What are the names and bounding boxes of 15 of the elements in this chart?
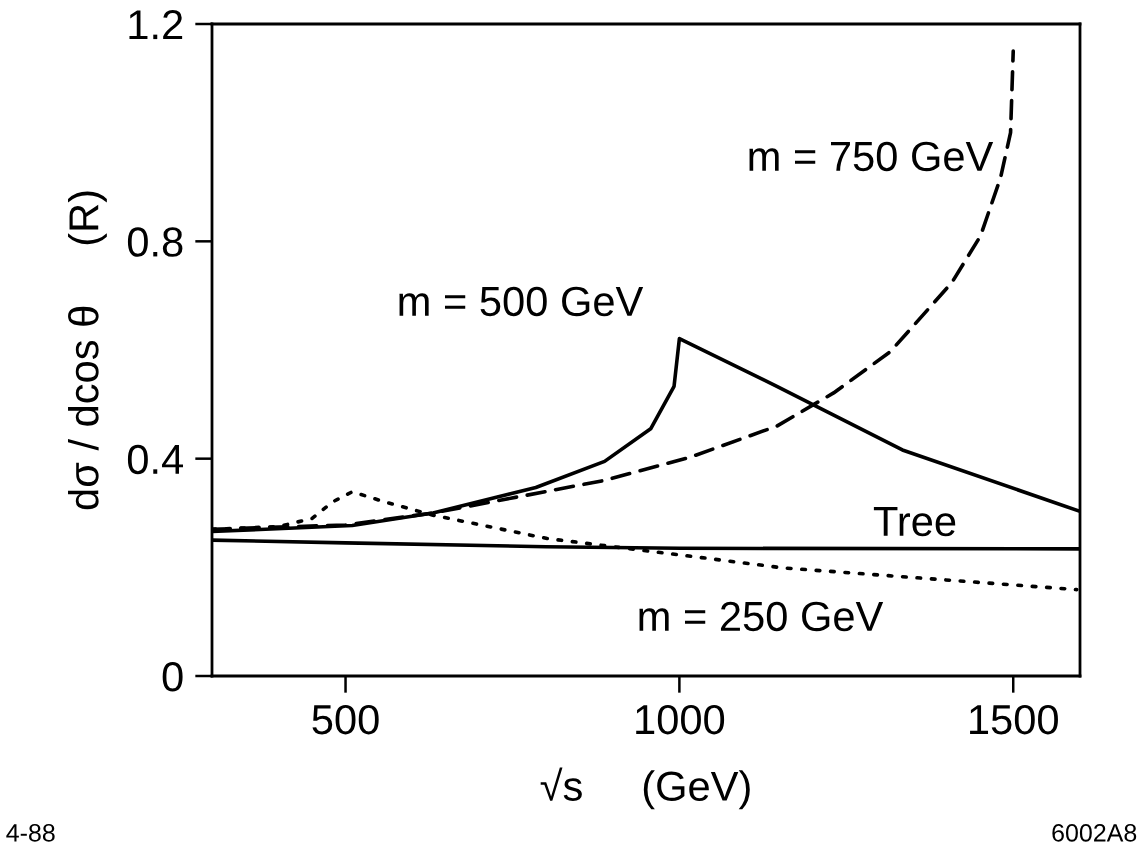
y-tick-label: 0 (162, 662, 183, 692)
annotation: Tree (873, 507, 956, 537)
text: 4-88 (6, 823, 55, 842)
annotation: m = 250 GeV (639, 601, 884, 632)
x-tick-label: 500 (312, 704, 379, 735)
annotation: m = 750 GeV (749, 141, 994, 172)
y-tick-label: 0.4 (127, 444, 184, 475)
text: 6002A8 (1052, 823, 1137, 842)
x-tick-label: 1500 (970, 704, 1058, 735)
y-tick-label: 0.8 (127, 227, 183, 257)
y-tick-label: 1.2 (129, 10, 183, 40)
y-axis-title: dσ / dcos θ (R) (68, 191, 107, 510)
x-tick-label: 1000 (636, 704, 725, 735)
x-axis-title: √s (GeV) (540, 767, 750, 810)
annotation: m = 500 GeV (399, 286, 644, 317)
